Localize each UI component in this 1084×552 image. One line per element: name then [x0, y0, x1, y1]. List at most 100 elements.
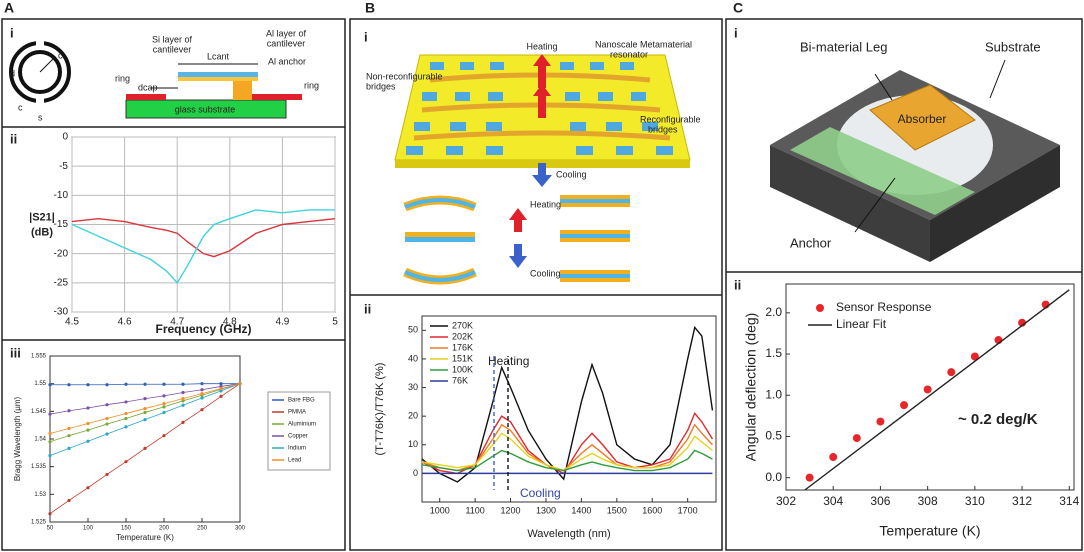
x-tick-label: 4.9 — [275, 317, 289, 328]
x-tick-label: 150 — [121, 526, 132, 532]
data-point — [48, 383, 52, 387]
x-tick-label: 250 — [197, 526, 208, 532]
data-point — [219, 384, 223, 389]
data-point — [162, 382, 166, 386]
y-axis-label: Bragg Wavelength (µm) — [13, 396, 22, 481]
data-point — [219, 389, 223, 393]
y-tick-label: -20 — [54, 248, 69, 259]
y-tick-label: 30 — [408, 382, 418, 392]
y-tick-label: 1.54 — [34, 437, 46, 443]
diagram-c-i: Bi-material Leg Substrate Absorber Ancho… — [770, 39, 1060, 262]
y-tick-label: 1.555 — [31, 354, 47, 360]
x-tick-label: 5 — [332, 317, 338, 328]
si-layer — [178, 72, 258, 77]
data-point — [219, 382, 223, 386]
panel-b-frame — [349, 18, 723, 551]
resonators — [406, 62, 673, 155]
x-tick-label: 310 — [965, 494, 985, 508]
y-tick-label: -5 — [59, 161, 68, 172]
sub-label: i — [10, 25, 14, 40]
x-tick-label: 1600 — [642, 505, 662, 515]
x-tick-label: 1500 — [607, 505, 627, 515]
legend-label: 176K — [452, 342, 473, 352]
data-point — [105, 422, 109, 426]
x-tick-label: 1700 — [678, 505, 698, 515]
absorber — [869, 84, 976, 151]
x-tick-label: 314 — [1059, 494, 1079, 508]
data-point — [48, 454, 52, 458]
legend-box — [267, 391, 331, 471]
data-point — [48, 512, 52, 516]
legend-label: 76K — [452, 375, 468, 385]
series-line — [71, 217, 336, 258]
x-axis-label: Temperature (K) — [116, 533, 174, 542]
label: Heating — [530, 199, 561, 209]
label: c — [18, 102, 23, 112]
y-tick-label: 1.55 — [34, 381, 46, 387]
data-point — [143, 446, 147, 451]
leg-strip — [790, 127, 975, 215]
y-tick-label: 40 — [408, 353, 418, 363]
panel-label: C — [733, 0, 743, 16]
series-line — [421, 432, 713, 472]
legend-marker — [816, 304, 824, 312]
ring — [18, 50, 62, 94]
x-tick-label: 312 — [1012, 494, 1032, 508]
data-point — [852, 434, 861, 443]
arrow-down — [532, 163, 552, 187]
y-tick-label: -30 — [54, 307, 69, 318]
data-point — [200, 408, 204, 412]
x-tick-label: 304 — [823, 494, 843, 508]
label: Al layer of — [266, 28, 307, 38]
label: Heating — [526, 41, 557, 51]
series-line — [804, 289, 1070, 491]
data-point — [86, 383, 90, 387]
x-tick-label: 50 — [47, 526, 54, 532]
label: resonator — [610, 49, 648, 59]
x-axis-label: Temperature (K) — [879, 523, 980, 539]
data-point — [181, 420, 185, 424]
data-point — [143, 397, 147, 401]
ring-right — [252, 94, 302, 100]
data-point — [124, 382, 128, 386]
label: ring — [304, 80, 319, 90]
sub-label: i — [364, 29, 368, 44]
y-tick-label: 1.53 — [34, 492, 46, 498]
data-point — [181, 403, 185, 407]
data-point — [105, 416, 109, 421]
y-tick-label: 1.525 — [31, 520, 47, 526]
data-point — [181, 390, 185, 395]
y-tick-label: 2.0 — [765, 305, 782, 319]
y-tick-label: 1.535 — [31, 464, 47, 470]
label: Lcant — [207, 51, 230, 61]
legend-label: 270K — [452, 320, 473, 330]
data-point — [162, 394, 166, 398]
al-layer — [178, 77, 258, 81]
data-point — [238, 382, 242, 386]
label: Cooling — [530, 268, 561, 278]
label: Si layer of — [152, 34, 193, 44]
data-point — [67, 434, 71, 438]
al-anchor — [233, 80, 252, 100]
data-point — [181, 382, 185, 386]
label: Substrate — [985, 39, 1041, 54]
data-point — [105, 472, 109, 477]
label: cantilever — [153, 44, 192, 54]
data-point — [970, 352, 979, 361]
arrow-up — [533, 84, 551, 118]
y-tick-label: 0.0 — [765, 470, 782, 484]
y-tick-label: 0.5 — [765, 429, 782, 443]
data-point — [86, 421, 90, 426]
label: d — [10, 68, 15, 78]
y-tick-label: 20 — [408, 411, 418, 421]
data-point — [200, 382, 204, 386]
x-tick-label: 4.6 — [118, 317, 132, 328]
y-tick-label: -25 — [54, 277, 69, 288]
label: cantilever — [267, 38, 306, 48]
x-tick-label: 1000 — [430, 505, 450, 515]
data-point — [48, 440, 52, 444]
y-axis-label: Angular deflection (deg) — [743, 313, 759, 462]
bridge-bent — [404, 270, 476, 282]
legend-label: Lead — [288, 458, 301, 464]
data-point — [162, 434, 166, 438]
